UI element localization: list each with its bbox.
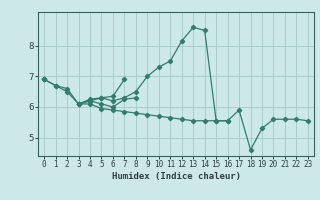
X-axis label: Humidex (Indice chaleur): Humidex (Indice chaleur) [111, 172, 241, 181]
